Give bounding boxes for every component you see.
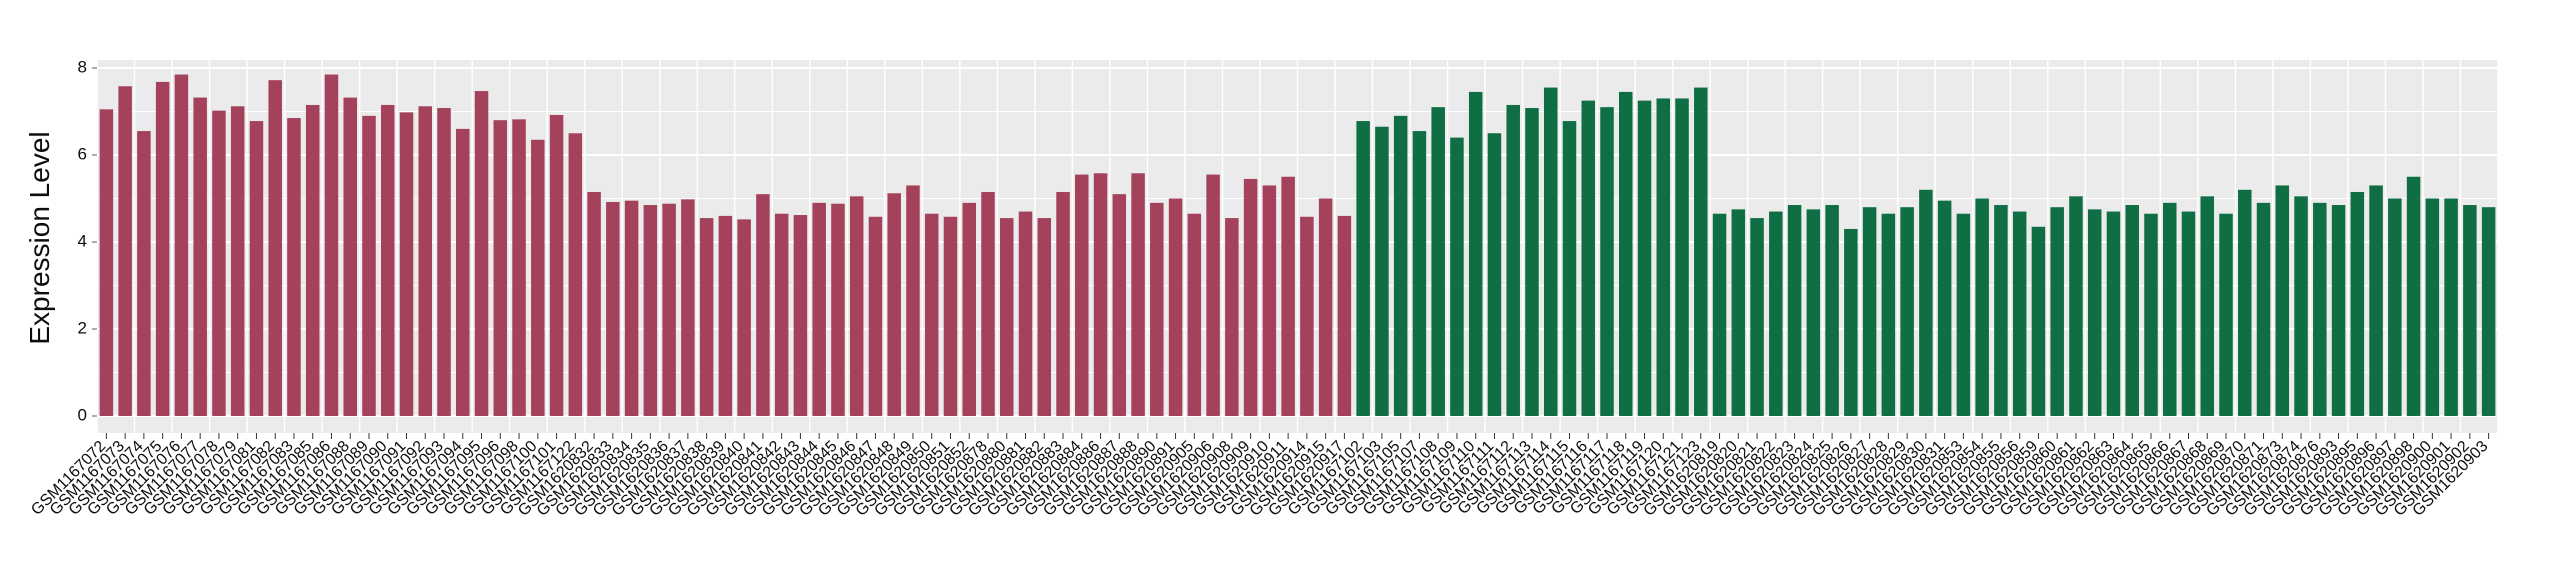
- svg-text:0: 0: [78, 405, 87, 424]
- svg-text:6: 6: [78, 144, 87, 163]
- svg-text:8: 8: [78, 57, 87, 76]
- svg-text:2: 2: [78, 318, 87, 337]
- svg-text:4: 4: [78, 231, 87, 250]
